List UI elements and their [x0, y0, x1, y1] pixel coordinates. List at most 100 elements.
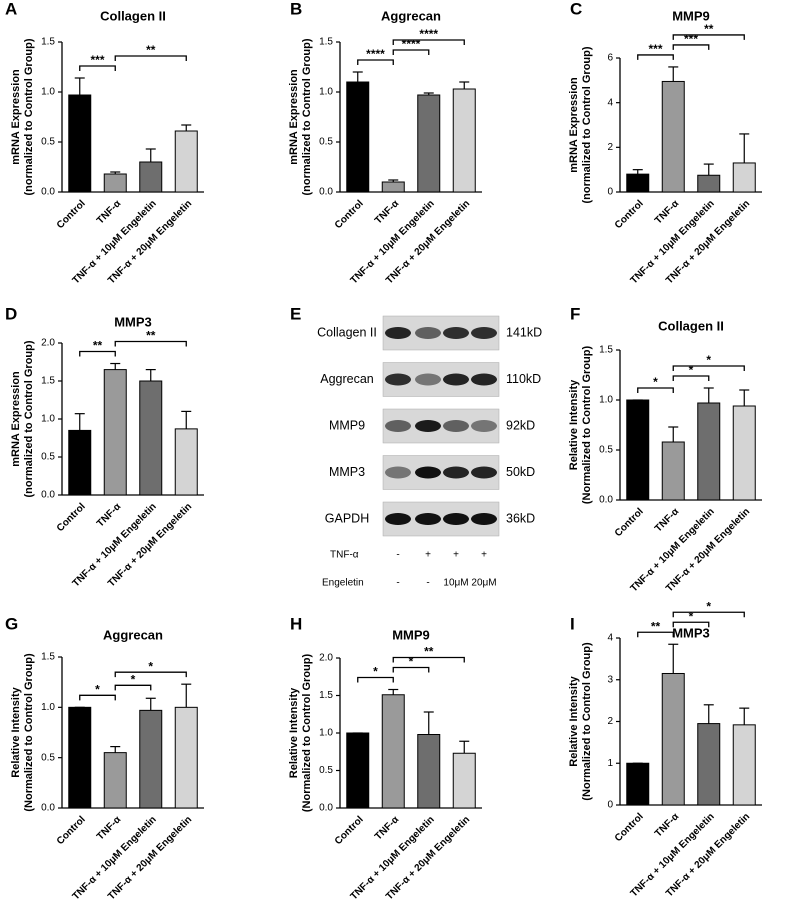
significance-label: * — [131, 673, 136, 687]
panel-label: I — [570, 614, 575, 633]
bar — [139, 161, 163, 193]
x-tick-label: Control — [613, 198, 646, 231]
size-label: 50kD — [506, 465, 535, 479]
error-bar — [703, 704, 714, 724]
bar — [68, 94, 92, 193]
error-bar — [145, 148, 156, 162]
bar — [68, 429, 92, 496]
treatment-label: Engeletin — [322, 578, 364, 589]
y-tick-label: 0.0 — [319, 187, 333, 198]
significance-bracket — [672, 375, 710, 381]
significance-label: ** — [651, 619, 661, 633]
error-bar — [181, 683, 192, 708]
y-tick-label: 1.0 — [599, 395, 613, 406]
bar — [661, 441, 685, 501]
y-tick-label: 1.0 — [41, 702, 55, 713]
panel-label: E — [290, 304, 301, 323]
x-tick-label: Control — [55, 814, 88, 847]
x-tick-label: TNF-α — [653, 811, 682, 840]
significance-label: * — [653, 375, 658, 389]
x-tick-label: Control — [613, 811, 646, 844]
y-tick-label: 1.5 — [319, 690, 333, 701]
treatment-lane: - — [396, 578, 399, 589]
significance-label: **** — [402, 37, 421, 51]
error-bar — [352, 71, 363, 82]
significance-label: **** — [419, 27, 438, 41]
bar — [103, 752, 127, 809]
chart-title: MMP3 — [114, 314, 152, 329]
y-tick-label: 1.0 — [41, 414, 55, 425]
blot-band — [471, 466, 497, 479]
chart-title: MMP3 — [672, 625, 710, 640]
y-axis-label: mRNA Expression — [568, 77, 580, 173]
x-tick-label: TNF-α — [95, 501, 124, 530]
bar — [626, 173, 650, 193]
significance-bracket — [114, 684, 152, 691]
y-axis-label: Relative Intensity — [10, 686, 22, 777]
treatment-lane: - — [426, 578, 429, 589]
y-axis-label: (Normalized to Control Group) — [581, 642, 593, 801]
error-bar — [74, 413, 85, 431]
panel-label: G — [5, 614, 18, 633]
bar — [452, 88, 476, 193]
bar — [661, 672, 685, 806]
error-bar — [388, 688, 399, 695]
significance-label: * — [148, 659, 153, 673]
blot-band — [385, 466, 411, 479]
bar — [139, 380, 163, 496]
y-tick-label: 1.0 — [319, 728, 333, 739]
y-tick-label: 1.5 — [41, 37, 55, 48]
significance-label: * — [706, 599, 711, 613]
blot-band — [471, 327, 497, 339]
error-bar — [110, 745, 121, 753]
blot-band — [415, 466, 441, 479]
y-tick-label: 2.0 — [319, 653, 333, 664]
bar — [174, 428, 198, 496]
blot-band — [443, 513, 469, 525]
bar — [732, 162, 756, 193]
y-tick-label: 0.5 — [599, 445, 613, 456]
bar — [174, 130, 198, 193]
y-tick-label: 0.0 — [41, 803, 55, 814]
treatment-lane: + — [481, 550, 487, 561]
x-tick-label: Control — [613, 506, 646, 539]
significance-label: **** — [366, 47, 385, 61]
error-bar — [703, 163, 714, 176]
y-tick-label: 6 — [607, 53, 613, 64]
bar — [417, 94, 441, 193]
bar — [732, 724, 756, 806]
treatment-lane: + — [425, 550, 431, 561]
protein-label: MMP3 — [329, 465, 365, 479]
error-bar — [74, 77, 85, 95]
bar — [626, 762, 650, 806]
protein-label: Collagen II — [317, 325, 377, 339]
treatment-label: TNF-α — [330, 550, 359, 561]
y-tick-label: 1.5 — [319, 37, 333, 48]
significance-bracket — [357, 59, 394, 65]
y-axis-label: mRNA Expression — [10, 371, 22, 467]
y-tick-label: 0.0 — [599, 495, 613, 506]
y-tick-label: 0 — [607, 187, 613, 198]
size-label: 36kD — [506, 511, 535, 525]
bar — [626, 399, 650, 501]
treatment-lane: 20μM — [471, 578, 496, 589]
blot-band — [385, 327, 411, 339]
error-bar — [668, 426, 679, 442]
y-tick-label: 0.5 — [41, 137, 55, 148]
error-bar — [739, 389, 750, 406]
error-bar — [703, 387, 714, 403]
x-tick-label: Control — [55, 501, 88, 534]
panel-label: H — [290, 614, 302, 633]
y-axis-label: (normalized to Control Group) — [23, 38, 35, 195]
error-bar — [423, 92, 434, 95]
y-tick-label: 2 — [607, 142, 613, 153]
protein-label: MMP9 — [329, 418, 365, 432]
bar — [174, 706, 198, 809]
significance-label: *** — [648, 42, 662, 56]
x-tick-label: Control — [333, 814, 366, 847]
y-tick-label: 0.0 — [319, 803, 333, 814]
y-axis-label: (normalized to Control Group) — [301, 38, 313, 195]
y-axis-label: Relative Intensity — [568, 379, 580, 470]
x-tick-label: Control — [55, 198, 88, 231]
